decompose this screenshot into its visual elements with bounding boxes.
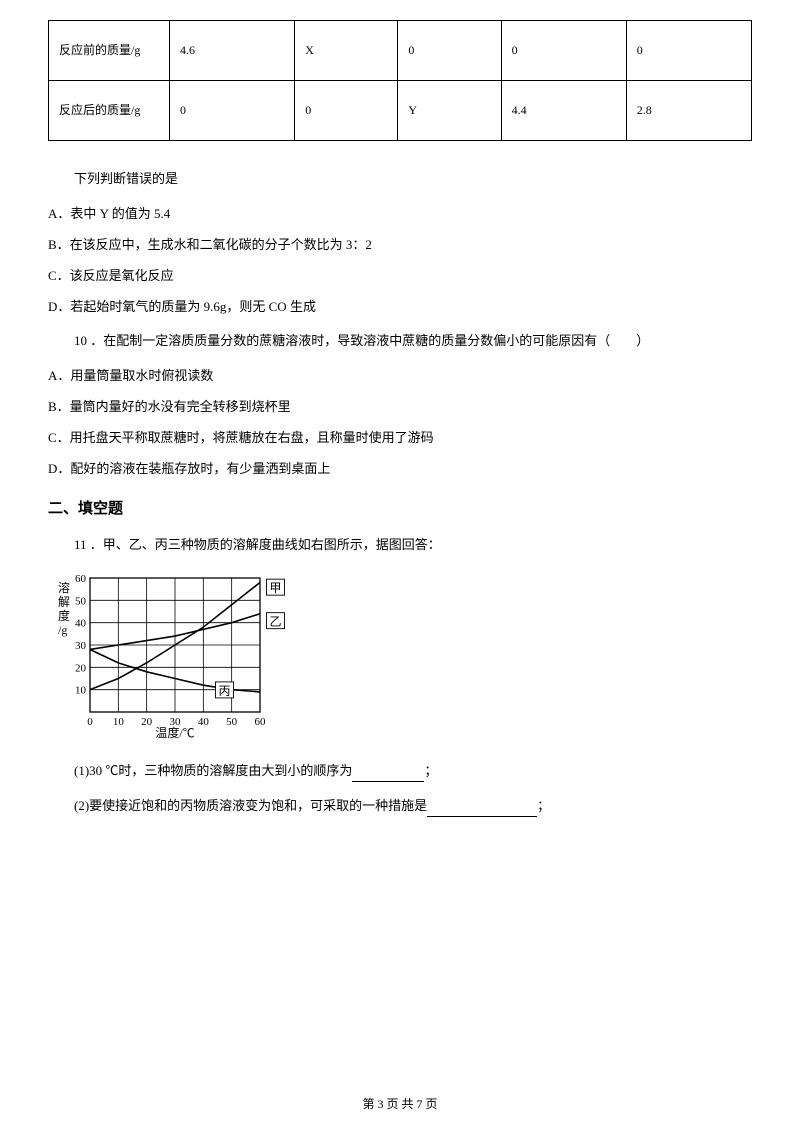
blank-1 [352,767,424,782]
q9-option-a: A．表中 Y 的值为 5.4 [48,204,752,225]
cell: 4.4 [501,81,626,141]
mass-table: 反应前的质量/g 4.6 X 0 0 0 反应后的质量/g 0 0 Y 4.4 … [48,20,752,141]
table-row: 反应后的质量/g 0 0 Y 4.4 2.8 [49,81,752,141]
svg-text:度: 度 [58,608,70,623]
solubility-chart: 0102030405060102030405060溶解度/g温度/℃甲乙丙 [48,570,752,747]
svg-text:甲: 甲 [269,581,281,595]
svg-text:20: 20 [75,662,87,674]
page-footer: 第 3 页 共 7 页 [0,1095,800,1114]
svg-text:20: 20 [141,716,153,728]
q11-sub2: (2)要使接近饱和的丙物质溶液变为饱和，可采取的一种措施是 ； [48,796,752,817]
cell: 0 [170,81,295,141]
svg-text:10: 10 [75,685,87,697]
svg-text:解: 解 [58,595,70,609]
svg-text:丙: 丙 [218,684,230,698]
svg-text:温度/℃: 温度/℃ [155,725,194,740]
svg-text:50: 50 [75,595,87,607]
q9-option-d: D．若起始时氧气的质量为 9.6g，则无 CO 生成 [48,297,752,318]
chart-svg: 0102030405060102030405060溶解度/g温度/℃甲乙丙 [48,570,288,740]
section-2-heading: 二、填空题 [48,497,752,521]
q11-sub2-pre: (2)要使接近饱和的丙物质溶液变为饱和，可采取的一种措施是 [74,798,427,813]
table-row: 反应前的质量/g 4.6 X 0 0 0 [49,21,752,81]
q11-sub1: (1)30 ℃时，三种物质的溶解度由大到小的顺序为 ； [48,761,752,782]
footer-post: 页 [423,1097,438,1111]
q9-option-b: B．在该反应中，生成水和二氧化碳的分子个数比为 3：2 [48,235,752,256]
cell: 0 [501,21,626,81]
svg-text:60: 60 [255,716,267,728]
cell: 4.6 [170,21,295,81]
q11-prompt: 11 ．甲、乙、丙三种物质的溶解度曲线如右图所示，据图回答： [48,535,752,556]
row2-label: 反应后的质量/g [49,81,170,141]
svg-text:50: 50 [226,716,238,728]
row1-label: 反应前的质量/g [49,21,170,81]
cell: 0 [295,81,398,141]
q11-sub1-post: ； [424,763,437,778]
svg-text:40: 40 [75,618,87,630]
svg-text:30: 30 [75,640,87,652]
cell: 2.8 [626,81,751,141]
svg-text:0: 0 [87,716,93,728]
cell: X [295,21,398,81]
footer-pre: 第 [362,1097,377,1111]
svg-text:40: 40 [198,716,210,728]
cell: Y [398,81,501,141]
cell: 0 [398,21,501,81]
blank-2 [427,802,537,817]
q10-option-b: B．量筒内量好的水没有完全转移到烧杯里 [48,397,752,418]
svg-text:10: 10 [113,716,125,728]
q10-option-a: A．用量筒量取水时俯视读数 [48,366,752,387]
q11-sub1-pre: (1)30 ℃时，三种物质的溶解度由大到小的顺序为 [74,763,352,778]
svg-text:/g: /g [58,623,67,637]
q10-option-d: D．配好的溶液在装瓶存放时，有少量洒到桌面上 [48,459,752,480]
q10-prompt: 10 ．在配制一定溶质质量分数的蔗糖溶液时，导致溶液中蔗糖的质量分数偏小的可能原… [48,331,752,352]
q11-sub2-post: ； [537,798,550,813]
svg-text:乙: 乙 [269,615,281,629]
footer-mid: 页 共 [383,1097,416,1111]
q10-option-c: C．用托盘天平称取蔗糖时，将蔗糖放在右盘，且称量时使用了游码 [48,428,752,449]
svg-text:60: 60 [75,573,87,585]
q9-prompt: 下列判断错误的是 [48,169,752,190]
svg-text:溶: 溶 [58,580,70,595]
q9-option-c: C．该反应是氧化反应 [48,266,752,287]
cell: 0 [626,21,751,81]
